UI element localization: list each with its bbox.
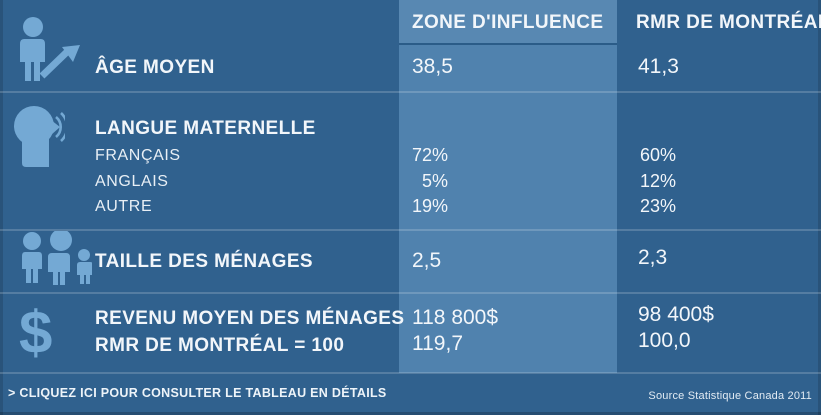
source-credit: Source Statistique Canada 2011 <box>648 390 812 402</box>
income-rmr-values: 98 400$ 100,0 <box>638 302 714 354</box>
language-zone-values: 72% 5% 19% <box>410 143 448 220</box>
age-zone-value: 38,5 <box>412 55 453 78</box>
zone-column-header-tint <box>399 0 617 43</box>
zone-header-divider <box>399 43 617 45</box>
income-rmr-amount: 98 400$ <box>638 303 714 326</box>
language-zone-anglais: 5% <box>421 170 448 191</box>
language-sublabel-autre: AUTRE <box>95 198 153 215</box>
language-sublabels: FRANÇAIS ANGLAIS AUTRE <box>95 143 181 220</box>
income-zone-values: 118 800$ 119,7 <box>412 305 498 357</box>
language-sublabel-francais: FRANÇAIS <box>95 147 181 164</box>
language-rmr-francais: 60% <box>640 145 677 165</box>
household-row-label: TAILLE DES MÉNAGES <box>95 251 313 272</box>
age-rmr-value: 41,3 <box>638 55 679 78</box>
footer-divider <box>0 372 821 374</box>
language-rmr-values: 60% 12% 23% <box>640 143 676 220</box>
income-zone-amount: 118 800$ <box>412 306 499 329</box>
column-header-zone-influence: ZONE D'INFLUENCE <box>412 12 604 33</box>
person-trend-up-icon <box>14 16 86 82</box>
language-rmr-autre: 23% <box>640 196 677 216</box>
income-row-label: REVENU MOYEN DES MÉNAGES <box>95 308 405 329</box>
household-zone-value: 2,5 <box>412 249 442 272</box>
row-divider-1 <box>0 91 821 93</box>
income-zone-index: 119,7 <box>412 332 463 355</box>
language-row-label: LANGUE MATERNELLE <box>95 118 316 139</box>
zone-influence-column-background <box>399 0 617 373</box>
dollar-sign-icon: $ <box>18 300 60 362</box>
income-row-sublabel: RMR DE MONTRÉAL = 100 <box>95 335 345 356</box>
language-zone-francais: 72% <box>411 145 448 165</box>
column-header-rmr-montreal: RMR DE MONTRÉAL <box>636 12 821 33</box>
language-rmr-anglais: 12% <box>640 170 677 191</box>
age-row-label: ÂGE MOYEN <box>95 57 215 78</box>
row-divider-2 <box>0 229 821 231</box>
talking-head-icon <box>13 104 65 167</box>
household-rmr-value: 2,3 <box>638 246 668 269</box>
row-divider-3 <box>0 292 821 294</box>
family-icon <box>14 231 92 285</box>
language-sublabel-anglais: ANGLAIS <box>95 172 169 190</box>
income-rmr-index: 100,0 <box>638 329 691 352</box>
details-table-link[interactable]: > CLIQUEZ ICI POUR CONSULTER LE TABLEAU … <box>8 386 387 400</box>
svg-text:$: $ <box>19 300 52 362</box>
language-zone-autre: 19% <box>411 196 448 216</box>
